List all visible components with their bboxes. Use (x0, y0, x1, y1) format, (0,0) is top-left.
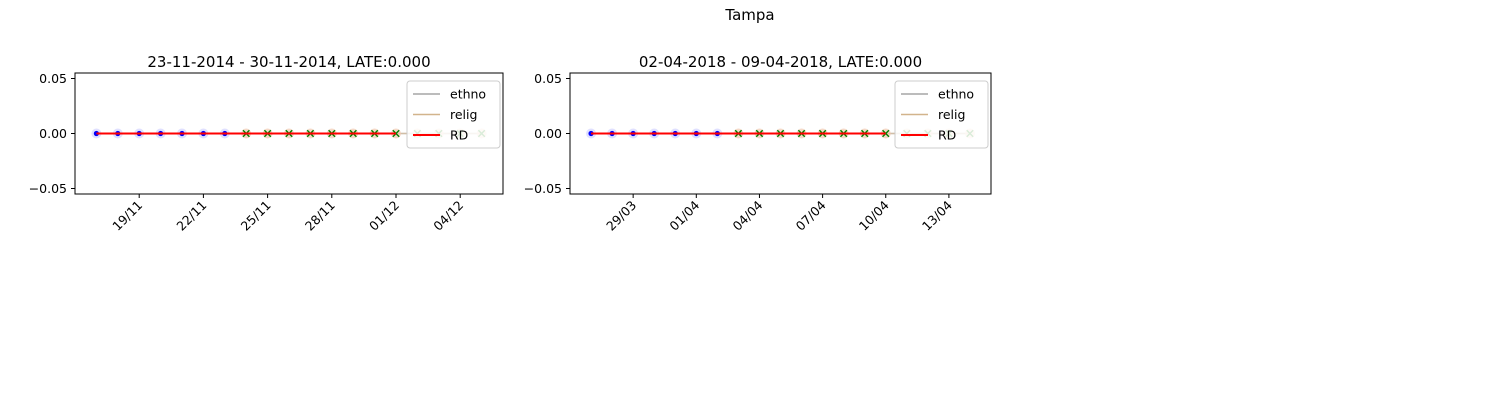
axes-frame (74, 72, 504, 195)
x-tick-label: 10/04 (856, 197, 892, 233)
legend-box (894, 80, 989, 149)
chart-title: 23-11-2014 - 30-11-2014, LATE:0.000 (147, 53, 430, 71)
legend-label: RD (450, 128, 468, 143)
chart-panel-2: 02-04-2018 - 09-04-2018, LATE:0.000 −0.05… (524, 53, 992, 234)
legend-box (406, 80, 501, 149)
axes-frame (569, 72, 992, 195)
x-tick-label: 22/11 (173, 198, 209, 234)
chart-panel-1: 23-11-2014 - 30-11-2014, LATE:0.000 −0.05… (29, 53, 504, 234)
x-tick-label: 13/04 (919, 197, 955, 233)
x-tick-label: 29/03 (603, 198, 639, 234)
legend-label: RD (938, 128, 956, 143)
x-tick-label: 01/12 (366, 198, 402, 234)
x-tick-label: 04/04 (729, 197, 765, 233)
legend-label: relig (450, 107, 477, 122)
legend-label: relig (938, 107, 965, 122)
y-tick-label: −0.05 (29, 181, 67, 196)
y-tick-label: 0.00 (534, 126, 562, 141)
y-tick-label: 0.05 (39, 71, 67, 86)
y-tick-label: −0.05 (524, 181, 562, 196)
x-tick-label: 25/11 (238, 198, 274, 234)
figure-suptitle: Tampa (724, 6, 774, 24)
y-tick-label: 0.00 (39, 126, 67, 141)
legend-label: ethno (938, 87, 974, 102)
x-tick-label: 04/12 (430, 198, 466, 234)
x-tick-label: 28/11 (302, 198, 338, 234)
legend-label: ethno (450, 87, 486, 102)
y-tick-label: 0.05 (534, 71, 562, 86)
x-tick-label: 07/04 (793, 197, 829, 233)
x-tick-label: 19/11 (109, 198, 145, 234)
x-tick-label: 01/04 (666, 197, 702, 233)
chart-title: 02-04-2018 - 09-04-2018, LATE:0.000 (639, 53, 922, 71)
